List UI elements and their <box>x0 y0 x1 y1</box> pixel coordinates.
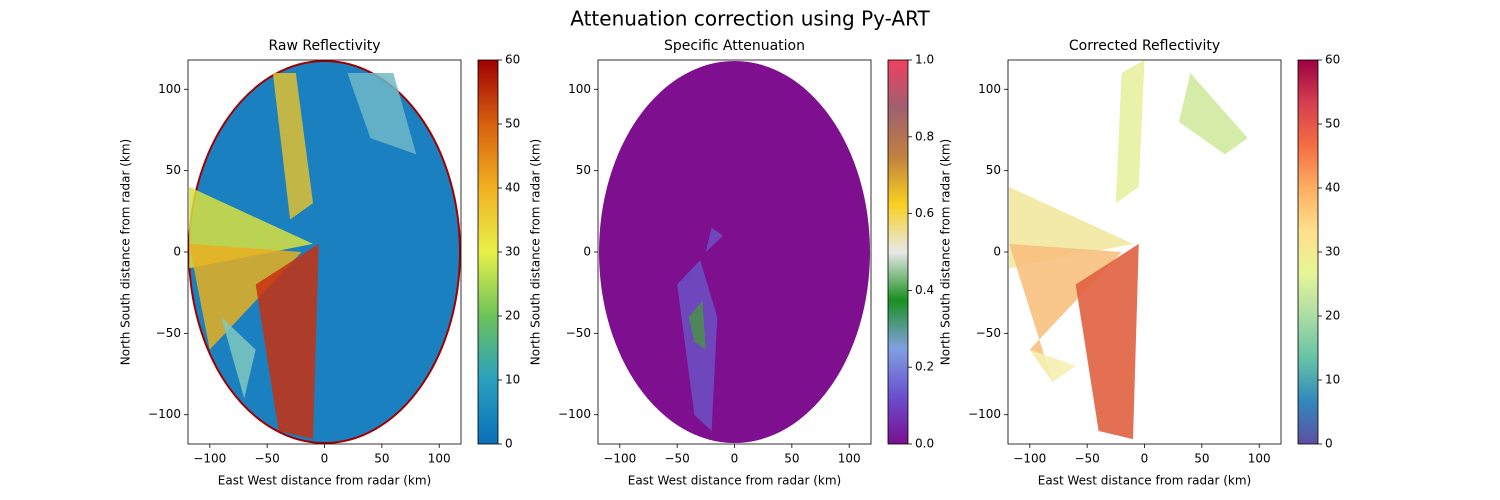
x-tick-label: −100 <box>603 452 636 466</box>
y-tick-label: 100 <box>978 82 1001 96</box>
colorbar-tick-label: 0.2 <box>915 360 934 374</box>
radar-field <box>188 60 461 444</box>
x-tick-label: 50 <box>784 452 799 466</box>
x-tick-label: 0 <box>731 452 739 466</box>
colorbar-tick-label: 30 <box>505 245 520 259</box>
x-tick-label: 100 <box>1248 452 1271 466</box>
x-axis-label: East West distance from radar (km) <box>628 474 841 488</box>
colorbar-tick-label: 60 <box>505 53 520 67</box>
x-tick-label: 50 <box>1194 452 1209 466</box>
x-axis-label: East West distance from radar (km) <box>1038 474 1251 488</box>
colorbar-tick-label: 50 <box>1325 117 1340 131</box>
panel-title: Specific Attenuation <box>664 38 805 54</box>
y-axis-label: North South distance from radar (km) <box>939 139 953 365</box>
colorbar-tick-label: 50 <box>505 117 520 131</box>
colorbar <box>477 59 499 445</box>
x-tick-label: −50 <box>664 452 689 466</box>
y-tick-label: −100 <box>968 407 1001 421</box>
colorbar-tick-label: 0.0 <box>915 437 934 451</box>
x-tick-label: 0 <box>1141 452 1149 466</box>
x-tick-label: −50 <box>254 452 279 466</box>
panel-title: Corrected Reflectivity <box>1069 38 1220 54</box>
colorbar-tick-label: 20 <box>505 309 520 323</box>
x-tick-label: −100 <box>1013 452 1046 466</box>
y-tick-label: −50 <box>976 326 1001 340</box>
panel-title: Raw Reflectivity <box>268 38 380 54</box>
colorbar-tick-label: 20 <box>1325 309 1340 323</box>
figure-title: Attenuation correction using Py-ART <box>570 7 930 31</box>
y-tick-label: −100 <box>558 407 591 421</box>
y-tick-label: −100 <box>148 407 181 421</box>
x-tick-label: 100 <box>838 452 861 466</box>
y-tick-label: −50 <box>156 326 181 340</box>
y-tick-label: 0 <box>993 245 1001 259</box>
y-axis-label: North South distance from radar (km) <box>119 139 133 365</box>
colorbar-tick-label: 0 <box>1325 437 1333 451</box>
radar-field <box>599 61 870 443</box>
y-tick-label: 100 <box>158 82 181 96</box>
y-tick-label: −50 <box>566 326 591 340</box>
y-tick-label: 100 <box>568 82 591 96</box>
radar-field <box>1009 60 1248 440</box>
colorbar-tick-label: 10 <box>505 373 520 387</box>
x-tick-label: −100 <box>193 452 226 466</box>
x-axis-label: East West distance from radar (km) <box>218 474 431 488</box>
colorbar-tick-label: 1.0 <box>915 53 934 67</box>
colorbar-tick-label: 0.4 <box>915 283 934 297</box>
x-tick-label: −50 <box>1074 452 1099 466</box>
colorbar <box>1297 59 1319 445</box>
colorbar-tick-label: 10 <box>1325 373 1340 387</box>
colorbar-tick-label: 40 <box>505 181 520 195</box>
colorbar-tick-label: 40 <box>1325 181 1340 195</box>
colorbar <box>887 59 909 445</box>
y-tick-label: 50 <box>166 163 181 177</box>
y-tick-label: 0 <box>173 245 181 259</box>
y-axis-label: North South distance from radar (km) <box>529 139 543 365</box>
x-tick-label: 0 <box>321 452 329 466</box>
y-tick-label: 50 <box>576 163 591 177</box>
colorbar-tick-label: 60 <box>1325 53 1340 67</box>
x-tick-label: 50 <box>374 452 389 466</box>
colorbar-tick-label: 0.6 <box>915 206 934 220</box>
y-tick-label: 50 <box>986 163 1001 177</box>
x-tick-label: 100 <box>428 452 451 466</box>
colorbar-tick-label: 0.8 <box>915 129 934 143</box>
y-tick-label: 0 <box>583 245 591 259</box>
colorbar-tick-label: 0 <box>505 437 513 451</box>
colorbar-tick-label: 30 <box>1325 245 1340 259</box>
